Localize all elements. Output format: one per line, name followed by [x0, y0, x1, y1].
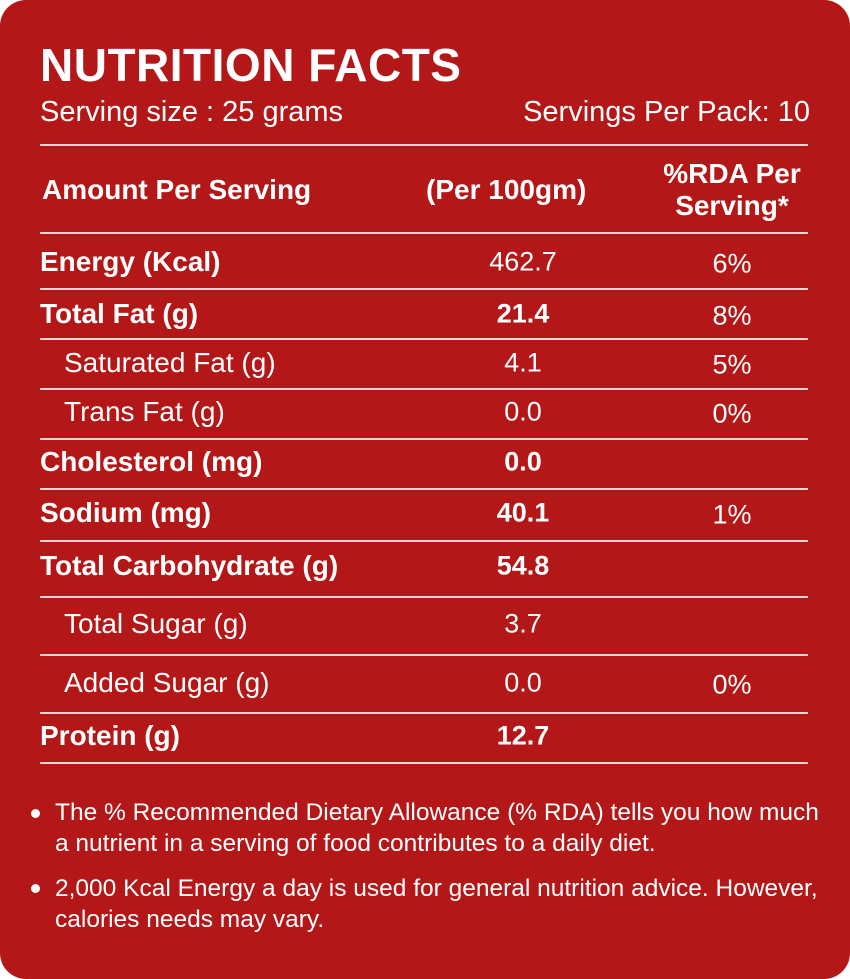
per-100g-value: 3.7 — [504, 608, 542, 639]
per-100g-value: 0.0 — [504, 446, 542, 477]
divider — [40, 654, 808, 656]
divider — [40, 712, 808, 714]
note: 2,000 Kcal Energy a day is used for gene… — [55, 875, 818, 933]
rda-value: 1% — [712, 499, 752, 530]
nutrient-label: Energy (Kcal) — [40, 246, 221, 277]
divider — [40, 488, 808, 490]
per-100g-value: 0.0 — [504, 396, 542, 427]
rda-value: 0% — [712, 398, 752, 429]
per-100g-value: 462.7 — [489, 246, 557, 277]
per-100g-value: 40.1 — [496, 497, 550, 528]
rda-value: 0% — [712, 669, 752, 700]
nutrient-label: Added Sugar (g) — [64, 667, 270, 698]
bullet — [31, 884, 40, 893]
divider — [40, 232, 808, 234]
divider — [40, 438, 808, 440]
per-100g-value: 4.1 — [504, 347, 542, 378]
per-100g-value: 12.7 — [496, 720, 550, 751]
nutrient-label: Sodium (mg) — [40, 497, 212, 528]
per-100g-value: 0.0 — [504, 667, 542, 698]
bullet — [31, 809, 40, 818]
title: NUTRITION FACTS — [40, 39, 462, 91]
per-100g-value: 21.4 — [496, 298, 550, 329]
divider — [40, 388, 808, 390]
nutrient-label: Total Fat (g) — [40, 298, 199, 329]
column-header: (Per 100gm) — [426, 174, 587, 205]
rda-value: 8% — [712, 300, 752, 331]
column-header: %RDA Per Serving* — [663, 158, 801, 221]
serving-size: Serving size : 25 grams — [40, 96, 344, 128]
divider — [40, 540, 808, 542]
servings-per-pack: Servings Per Pack: 10 — [523, 96, 810, 128]
divider — [40, 288, 808, 290]
divider — [40, 338, 808, 340]
divider — [40, 144, 808, 146]
note: The % Recommended Dietary Allowance (% R… — [55, 799, 819, 857]
column-header: Amount Per Serving — [42, 174, 312, 205]
rda-value: 5% — [712, 349, 752, 380]
nutrient-label: Total Carbohydrate (g) — [40, 550, 339, 581]
per-100g-value: 54.8 — [496, 550, 550, 581]
nutrient-label: Trans Fat (g) — [64, 396, 225, 427]
rda-value: 6% — [712, 248, 752, 279]
nutrient-label: Cholesterol (mg) — [40, 446, 263, 477]
nutrient-label: Saturated Fat (g) — [64, 347, 276, 378]
divider — [40, 596, 808, 598]
nutrient-label: Total Sugar (g) — [64, 608, 248, 639]
divider — [40, 762, 808, 764]
nutrient-label: Protein (g) — [40, 720, 180, 751]
